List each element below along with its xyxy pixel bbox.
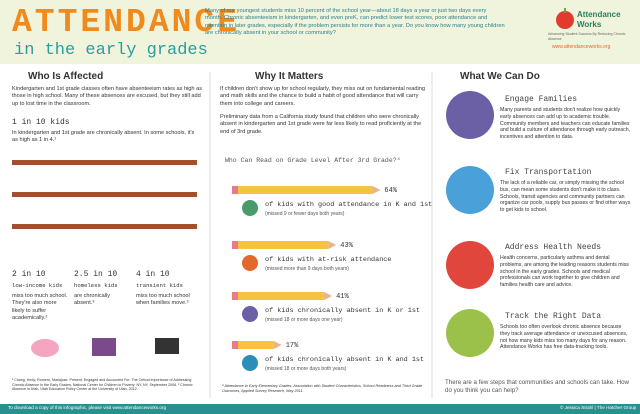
pencil [238,186,373,194]
kid-icon [242,355,258,371]
item-text: The lack of a reliable car, or simply mi… [500,180,631,213]
text: If children don't show up for school reg… [220,86,425,107]
row-note: (missed 18 or more days one year) [265,317,343,323]
logo: Attendance Works [577,10,621,30]
stat-text: miss too much school. They're also more … [12,293,68,321]
row-note: (missed more than 9 days both years) [265,266,349,272]
stat-text: are chronically absent.³ [74,293,111,307]
item-title: Track the Right Data [505,312,602,321]
pencil-tip [324,292,333,300]
stat-head: 4 in 10 [136,270,170,279]
chart-title: Who Can Read on Grade Level After 3rd Gr… [225,157,401,164]
pencil-eraser [232,241,238,249]
footer-right: © Jessica Strahl | The Hatcher Group [560,405,637,410]
footnote: ⁴ Attendance in Early Elementary Grades:… [222,384,423,393]
value-label: 41% [336,293,349,301]
item-text: Schools too often overlook chronic absen… [500,324,628,351]
footer-band [0,404,640,414]
heading: What We Can Do [460,71,540,82]
pencil-tip [372,186,381,194]
value-label: 43% [340,242,353,250]
stat-sub: homeless kids [74,282,118,289]
pencil-tip [328,241,337,249]
item-title: Fix Transportation [505,168,592,177]
heading: Why It Matters [255,71,324,82]
row-text: of kids chronically absent in K and 1st [265,356,424,364]
footer-left: To download a copy of this infographic, … [8,405,167,410]
subtitle: in the early grades [14,41,208,60]
pencil-eraser [232,341,238,349]
stat-head: 1 in 10 kids [12,118,70,127]
kid-icon [242,306,258,322]
stat-head: 2 in 10 [12,270,46,279]
pencil [238,241,329,249]
logo-tagline: Advancing Student Success By Reducing Ch… [548,32,626,41]
item-text: Health concerns, particularly asthma and… [500,255,629,288]
kid-icon [242,255,258,271]
text: In kindergarten and 1st grade are chroni… [12,130,195,144]
value-label: 64% [384,187,397,195]
pencil-eraser [232,186,238,194]
title: ATTENDANCE [12,4,241,41]
pencil-eraser [232,292,238,300]
stat-head: 2.5 in 10 [74,270,118,279]
row-note: (missed 9 or fewer days both years) [265,211,345,217]
header-band [0,0,640,64]
kids-illustration [12,160,197,229]
item-text: Many parents and students don't realize … [500,107,631,140]
heading: Who Is Affected [28,71,104,82]
stat-icons [31,338,179,357]
url: www.attendanceworks.org [552,44,611,50]
intro: Many of our youngest students miss 10 pe… [205,8,505,37]
section-icons [446,91,494,357]
closing: There are a few steps that communities a… [445,379,629,395]
stat-text: miss too much school when families move.… [136,293,190,307]
row-text: of kids chronically absent in K or 1st [265,307,420,315]
kid-icon [242,200,258,216]
stat-sub: low-income kids [12,282,63,289]
text: Preliminary data from a California study… [220,114,422,135]
pencil [238,341,274,349]
row-text: of kids with good attendance in K and 1s… [265,201,432,209]
item-title: Engage Families [505,95,578,104]
pencil-tip [273,341,282,349]
row-note: (missed 18 or more days both years) [265,366,347,372]
item-title: Address Health Needs [505,243,602,252]
pencil [238,292,325,300]
text: Kindergarten and 1st grade classes often… [12,86,202,107]
footnotes: ¹ Chang, Hedy; Romero, Mariajose. Presen… [12,378,193,392]
value-label: 17% [286,342,299,350]
stat-sub: transient kids [136,282,183,289]
apple-logo [556,8,574,29]
row-text: of kids with at-risk attendance [265,256,391,264]
